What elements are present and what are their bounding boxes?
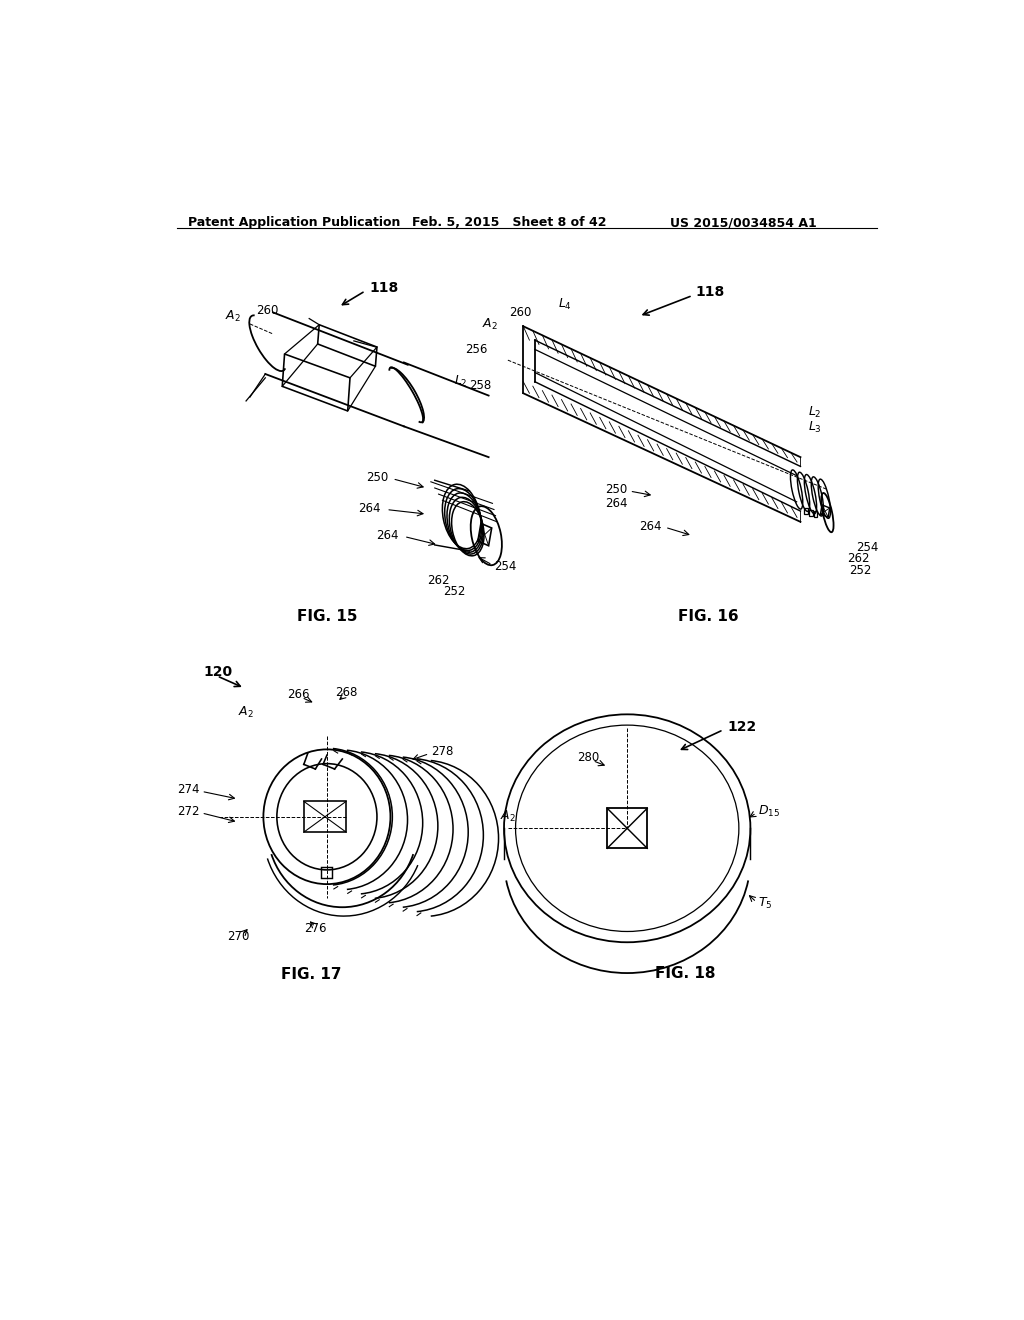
- Text: 118: 118: [370, 281, 398, 294]
- Text: FIG. 17: FIG. 17: [282, 968, 342, 982]
- Text: 250: 250: [605, 483, 628, 496]
- Text: 280: 280: [578, 751, 600, 764]
- Text: 122: 122: [727, 719, 757, 734]
- Text: $T_5$: $T_5$: [758, 896, 772, 911]
- Text: $A_2$: $A_2$: [500, 809, 516, 824]
- Text: 278: 278: [431, 744, 454, 758]
- Text: $L_2$: $L_2$: [808, 405, 821, 420]
- Text: $A_2$: $A_2$: [482, 317, 498, 331]
- Text: $A_2$: $A_2$: [239, 705, 254, 721]
- Text: $D_{15}$: $D_{15}$: [758, 804, 780, 818]
- Text: 252: 252: [849, 564, 871, 577]
- Text: 262: 262: [847, 552, 869, 565]
- Text: 256: 256: [465, 343, 487, 356]
- Text: 274: 274: [177, 783, 200, 796]
- Text: 264: 264: [639, 520, 662, 533]
- Text: 258: 258: [469, 379, 490, 392]
- Text: 270: 270: [227, 929, 250, 942]
- Text: 120: 120: [204, 665, 232, 678]
- Text: 276: 276: [304, 921, 327, 935]
- Text: 250: 250: [367, 471, 388, 484]
- Text: 264: 264: [376, 529, 398, 543]
- Text: 260: 260: [256, 305, 279, 317]
- Text: FIG. 18: FIG. 18: [654, 965, 715, 981]
- Text: 268: 268: [335, 686, 357, 700]
- Text: 262: 262: [427, 574, 450, 587]
- Text: $A_2$: $A_2$: [225, 309, 241, 323]
- Text: 272: 272: [177, 805, 200, 818]
- Text: 252: 252: [442, 585, 465, 598]
- Text: Patent Application Publication: Patent Application Publication: [188, 216, 400, 230]
- Text: FIG. 15: FIG. 15: [297, 609, 357, 624]
- Text: Feb. 5, 2015   Sheet 8 of 42: Feb. 5, 2015 Sheet 8 of 42: [412, 216, 606, 230]
- Text: 254: 254: [856, 541, 879, 554]
- Text: FIG. 16: FIG. 16: [678, 609, 738, 624]
- Text: $L_2$: $L_2$: [454, 374, 468, 389]
- Text: 118: 118: [695, 285, 724, 298]
- Text: $L_3$: $L_3$: [808, 420, 822, 436]
- Text: 260: 260: [509, 306, 531, 319]
- Text: 254: 254: [494, 560, 516, 573]
- Text: 264: 264: [605, 496, 628, 510]
- Text: US 2015/0034854 A1: US 2015/0034854 A1: [670, 216, 816, 230]
- Text: $L_4$: $L_4$: [558, 297, 571, 313]
- Text: 266: 266: [287, 688, 309, 701]
- Text: 264: 264: [358, 502, 381, 515]
